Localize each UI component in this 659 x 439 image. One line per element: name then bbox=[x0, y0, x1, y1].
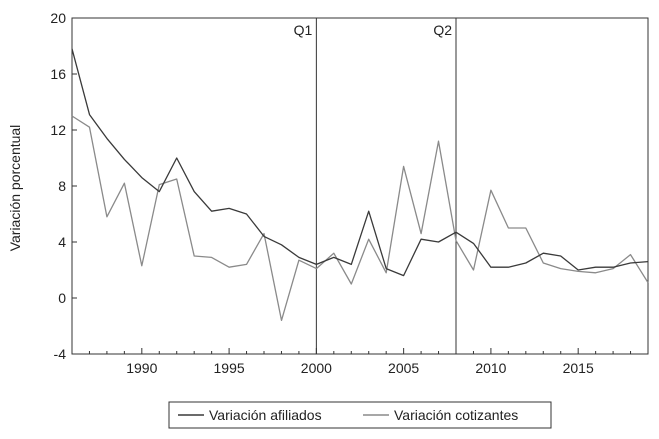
y-axis-label: Variación porcentual bbox=[7, 125, 23, 252]
x-tick-label: 2015 bbox=[563, 360, 594, 376]
legend-label-afiliados: Variación afiliados bbox=[209, 407, 322, 423]
legend-label-cotizantes: Variación cotizantes bbox=[394, 407, 518, 423]
y-tick-label: 8 bbox=[58, 178, 66, 194]
y-tick-label: -4 bbox=[54, 346, 67, 362]
y-tick-label: 12 bbox=[50, 122, 66, 138]
y-tick-label: 16 bbox=[50, 66, 66, 82]
x-tick-label: 2000 bbox=[301, 360, 332, 376]
y-tick-label: 20 bbox=[50, 10, 66, 26]
y-tick-label: 0 bbox=[58, 290, 66, 306]
x-tick-label: 1995 bbox=[214, 360, 245, 376]
x-tick-label: 1990 bbox=[126, 360, 157, 376]
annotation-label: Q2 bbox=[433, 22, 452, 38]
legend: Variación afiliados Variación cotizantes bbox=[168, 401, 552, 429]
y-axis-label-group: Variación porcentual bbox=[7, 125, 23, 252]
plot-area: -4 0 4 8 12 16 20 1990 1995 2000 2005 2010 2015 Q1 Q2 bbox=[50, 10, 649, 376]
series-line-cotizantes bbox=[71, 115, 649, 322]
x-tick-label: 2005 bbox=[388, 360, 419, 376]
y-tick-label: 4 bbox=[58, 234, 66, 250]
legend-box bbox=[168, 401, 552, 429]
annotation-label: Q1 bbox=[294, 22, 313, 38]
x-tick-label: 2010 bbox=[475, 360, 506, 376]
series-line-afiliados bbox=[71, 48, 649, 277]
